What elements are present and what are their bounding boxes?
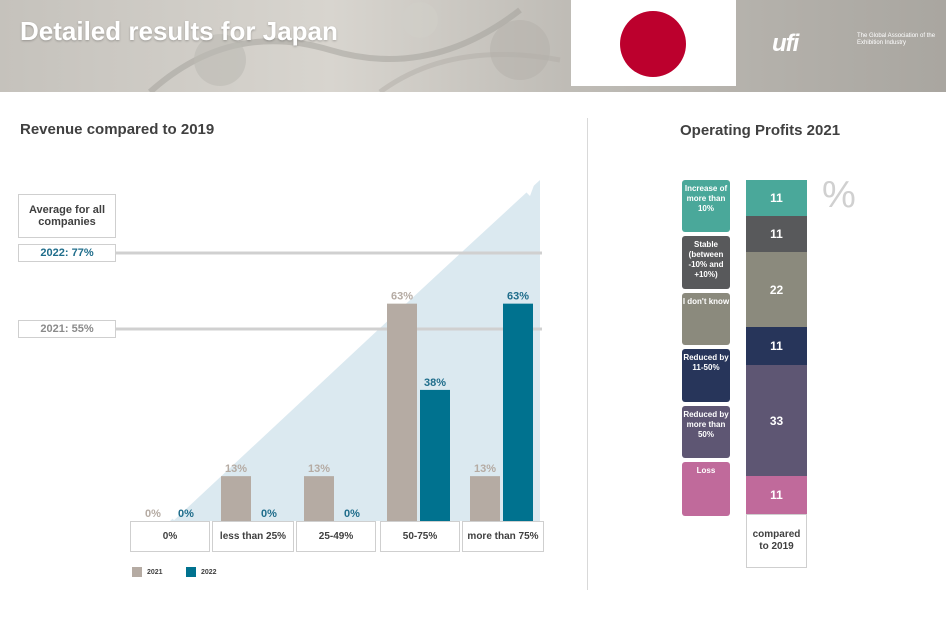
category-label: less than 25% xyxy=(212,521,294,552)
japan-flag xyxy=(571,0,736,86)
ufi-logo: ufi The Global Association of the Exhibi… xyxy=(772,30,935,58)
profit-label-increase: Increase of more than 10% xyxy=(682,180,730,232)
bar-2021-3 xyxy=(387,303,417,521)
page-title: Detailed results for Japan xyxy=(20,16,338,46)
logo-tagline: The Global Association of the Exhibition… xyxy=(857,33,936,46)
trend-arrowhead xyxy=(518,177,537,196)
profit-segment-increase: 11 xyxy=(746,180,807,216)
data-label-2021-2: 13% xyxy=(308,463,330,475)
logo-mark: ufi xyxy=(772,30,799,57)
section-divider xyxy=(587,118,588,590)
profits-footer: compared to 2019 xyxy=(746,514,807,568)
header-banner: Detailed results for Japan ufi The Globa… xyxy=(0,0,946,92)
average-label: Average for all companies xyxy=(18,194,116,238)
profit-segment-reduced-more-50: 33 xyxy=(746,365,807,476)
data-label-2021-3: 63% xyxy=(391,291,413,303)
legend-swatch-2022 xyxy=(186,567,196,577)
category-label: 0% xyxy=(130,521,210,552)
legend-2021: 2021 xyxy=(132,567,163,577)
profit-label-reduced-more-50: Reduced by more than 50% xyxy=(682,406,730,458)
profit-label-stable: Stable (between -10% and +10%) xyxy=(682,236,730,289)
legend-label-2022: 2022 xyxy=(201,568,217,576)
data-label-2022-4: 63% xyxy=(507,291,529,303)
legend-label-2021: 2021 xyxy=(147,568,163,576)
category-label: 50-75% xyxy=(380,521,460,552)
data-label-2021-4: 13% xyxy=(474,463,496,475)
revenue-chart-title: Revenue compared to 2019 xyxy=(20,121,215,138)
bar-2021-4 xyxy=(470,476,500,521)
data-label-2021-1: 13% xyxy=(225,463,247,475)
flag-sun xyxy=(620,11,686,77)
data-label-2022-0: 0% xyxy=(178,508,194,520)
trend-arrow-line xyxy=(169,181,533,521)
revenue-chart: 0% 13% 13% 63% 13% 0% 0% 0% 38% 63% xyxy=(114,177,542,521)
bar-2022-3 xyxy=(420,389,450,521)
bar-2021-1 xyxy=(221,476,251,521)
profit-segment-dont-know: 22 xyxy=(746,252,807,327)
bar-2022-4 xyxy=(503,303,533,521)
profits-chart-title: Operating Profits 2021 xyxy=(680,122,841,139)
data-label-2021-0: 0% xyxy=(145,508,161,520)
data-label-2022-2: 0% xyxy=(344,508,360,520)
profit-segment-reduced-11-50: 11 xyxy=(746,327,807,365)
legend-2022: 2022 xyxy=(186,567,217,577)
data-label-2022-1: 0% xyxy=(261,508,277,520)
profit-segment-loss: 11 xyxy=(746,476,807,514)
percent-symbol: % xyxy=(822,174,856,216)
category-label: 25-49% xyxy=(296,521,376,552)
bar-2021-2 xyxy=(304,476,334,521)
profit-label-loss: Loss xyxy=(682,462,730,516)
category-label: more than 75% xyxy=(462,521,544,552)
avg-2022-label: 2022: 77% xyxy=(18,244,116,262)
data-label-2022-3: 38% xyxy=(424,377,446,389)
profit-segment-stable: 11 xyxy=(746,216,807,252)
profit-label-dont-know: I don't know xyxy=(682,293,730,345)
background-decoration xyxy=(147,2,561,92)
profit-label-reduced-11-50: Reduced by 11-50% xyxy=(682,349,730,402)
avg-2021-label: 2021: 55% xyxy=(18,320,116,338)
legend-swatch-2021 xyxy=(132,567,142,577)
